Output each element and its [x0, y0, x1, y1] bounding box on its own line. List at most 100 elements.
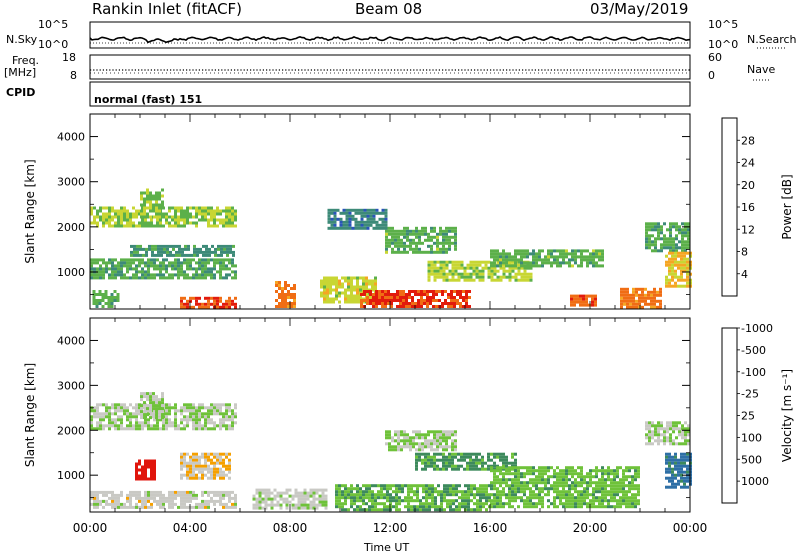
velocity-cell: [628, 475, 631, 479]
velocity-cell: [634, 505, 637, 509]
velocity-cell: [428, 502, 431, 506]
velocity-cell: [499, 458, 502, 462]
velocity-cell: [565, 490, 568, 494]
velocity-cell: [258, 503, 262, 507]
power-cell: [493, 272, 497, 276]
velocity-cell: [213, 499, 216, 503]
power-cell: [385, 241, 388, 245]
velocity-cell: [637, 502, 640, 506]
velocity-cell: [252, 506, 256, 510]
velocity-cell: [416, 490, 419, 494]
power-cell: [442, 244, 445, 248]
power-cell: [105, 215, 108, 219]
power-cell: [677, 266, 680, 270]
power-cell: [159, 267, 162, 271]
power-cell: [165, 218, 168, 222]
velocity-cell: [425, 496, 428, 500]
velocity-cell: [288, 500, 292, 504]
power-cell: [399, 296, 402, 299]
velocity-cell: [490, 481, 493, 485]
velocity-cell: [424, 439, 427, 443]
velocity-cell: [144, 465, 147, 469]
velocity-cell: [488, 493, 491, 497]
power-cell: [228, 299, 231, 303]
velocity-cell: [493, 452, 496, 456]
velocity-cell: [508, 472, 511, 476]
power-cell: [144, 264, 147, 268]
power-cell: [430, 229, 433, 233]
power-cell: [363, 223, 367, 227]
velocity-cell: [341, 505, 344, 509]
velocity-cell: [183, 505, 186, 509]
power-cell: [335, 282, 338, 286]
power-cell: [207, 302, 210, 306]
velocity-cell: [225, 505, 228, 509]
power-cell: [663, 234, 666, 238]
power-cell: [195, 302, 198, 306]
power-cell: [110, 293, 114, 296]
velocity-cell: [177, 427, 180, 431]
power-cell: [366, 302, 369, 305]
velocity-cell: [276, 494, 280, 498]
velocity-cell: [637, 469, 640, 473]
velocity-cell: [460, 458, 463, 462]
power-cell: [626, 302, 629, 306]
power-cell: [126, 267, 129, 271]
velocity-cell: [117, 415, 120, 419]
power-cell: [219, 221, 222, 225]
power-cell: [669, 249, 672, 253]
velocity-cell: [592, 475, 595, 479]
velocity-cell: [571, 505, 574, 509]
velocity-cell: [186, 461, 189, 465]
velocity-cell: [321, 491, 325, 495]
velocity-cell: [613, 487, 616, 491]
power-cell: [505, 261, 508, 265]
power-cell: [228, 209, 231, 213]
power-cell: [381, 293, 384, 296]
power-cell: [216, 305, 219, 309]
velocity-cell: [445, 445, 448, 449]
velocity-cell: [476, 502, 479, 506]
power-cell: [228, 296, 231, 300]
velocity-cell: [195, 455, 198, 459]
power-cell: [456, 299, 459, 302]
power-cell: [140, 215, 143, 219]
velocity-cell: [419, 484, 422, 488]
velocity-cell: [677, 464, 680, 468]
velocity-cell: [201, 464, 204, 468]
power-cell: [523, 275, 527, 279]
power-cell: [629, 299, 632, 303]
power-cell: [332, 282, 335, 286]
velocity-cell: [204, 418, 207, 422]
velocity-cell: [400, 433, 403, 437]
velocity-cell: [526, 466, 529, 470]
power-cell: [660, 237, 663, 241]
velocity-cell: [454, 442, 457, 446]
velocity-cell: [451, 430, 454, 434]
velocity-cell: [467, 502, 470, 506]
velocity-cell: [216, 403, 219, 407]
velocity-cell: [210, 458, 213, 462]
power-cell: [344, 294, 347, 298]
velocity-cell: [687, 427, 690, 431]
velocity-cell: [186, 505, 189, 509]
velocity-cell: [421, 436, 424, 440]
power-cell: [641, 296, 644, 300]
power-cell: [686, 275, 689, 279]
velocity-cell: [168, 493, 171, 497]
power-cell: [216, 299, 219, 303]
power-cell: [499, 264, 502, 268]
power-colorbar-tick-label: 8: [741, 246, 748, 259]
power-cell: [205, 253, 208, 257]
velocity-cell: [410, 508, 413, 512]
power-cell: [514, 278, 518, 282]
velocity-cell: [201, 415, 204, 419]
velocity-cell: [665, 470, 668, 474]
nsky-tick-top: 10^5: [38, 18, 69, 31]
velocity-cell: [680, 479, 683, 483]
velocity-cell: [152, 413, 155, 417]
power-cell: [397, 235, 400, 239]
power-cell: [231, 299, 234, 303]
velocity-cell: [168, 496, 171, 500]
velocity-cell: [666, 421, 669, 425]
